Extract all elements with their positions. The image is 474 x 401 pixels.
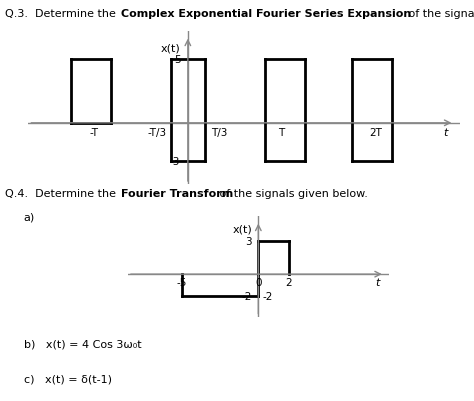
- Text: T/3: T/3: [211, 128, 227, 138]
- Text: -2: -2: [242, 292, 252, 302]
- Text: 2T: 2T: [369, 128, 382, 138]
- Text: x(t): x(t): [161, 43, 180, 53]
- Text: -T: -T: [90, 128, 99, 138]
- Text: of the signals given below.: of the signals given below.: [216, 188, 367, 198]
- Text: Complex Exponential Fourier Series Expansion: Complex Exponential Fourier Series Expan…: [121, 9, 411, 19]
- Text: Q.3.  Determine the: Q.3. Determine the: [5, 9, 119, 19]
- Text: b)   x(t) = 4 Cos 3ω₀t: b) x(t) = 4 Cos 3ω₀t: [24, 339, 141, 348]
- Text: x(t): x(t): [232, 224, 252, 234]
- Text: -5: -5: [176, 278, 187, 288]
- Text: 2: 2: [286, 278, 292, 288]
- Text: 0: 0: [255, 278, 262, 288]
- Text: T: T: [279, 128, 285, 138]
- Text: Q.4.  Determine the: Q.4. Determine the: [5, 188, 119, 198]
- Text: 3: 3: [246, 236, 252, 246]
- Text: -T/3: -T/3: [147, 128, 166, 138]
- Text: -3: -3: [170, 157, 180, 166]
- Text: t: t: [444, 128, 448, 138]
- Text: Fourier Transform: Fourier Transform: [121, 188, 233, 198]
- Text: c)   x(t) = δ(t-1): c) x(t) = δ(t-1): [24, 374, 112, 384]
- Text: 5: 5: [174, 55, 180, 65]
- Text: -2: -2: [263, 292, 273, 302]
- Text: of the signal x(t):: of the signal x(t):: [405, 9, 474, 19]
- Text: a): a): [24, 212, 35, 221]
- Text: t: t: [376, 278, 380, 288]
